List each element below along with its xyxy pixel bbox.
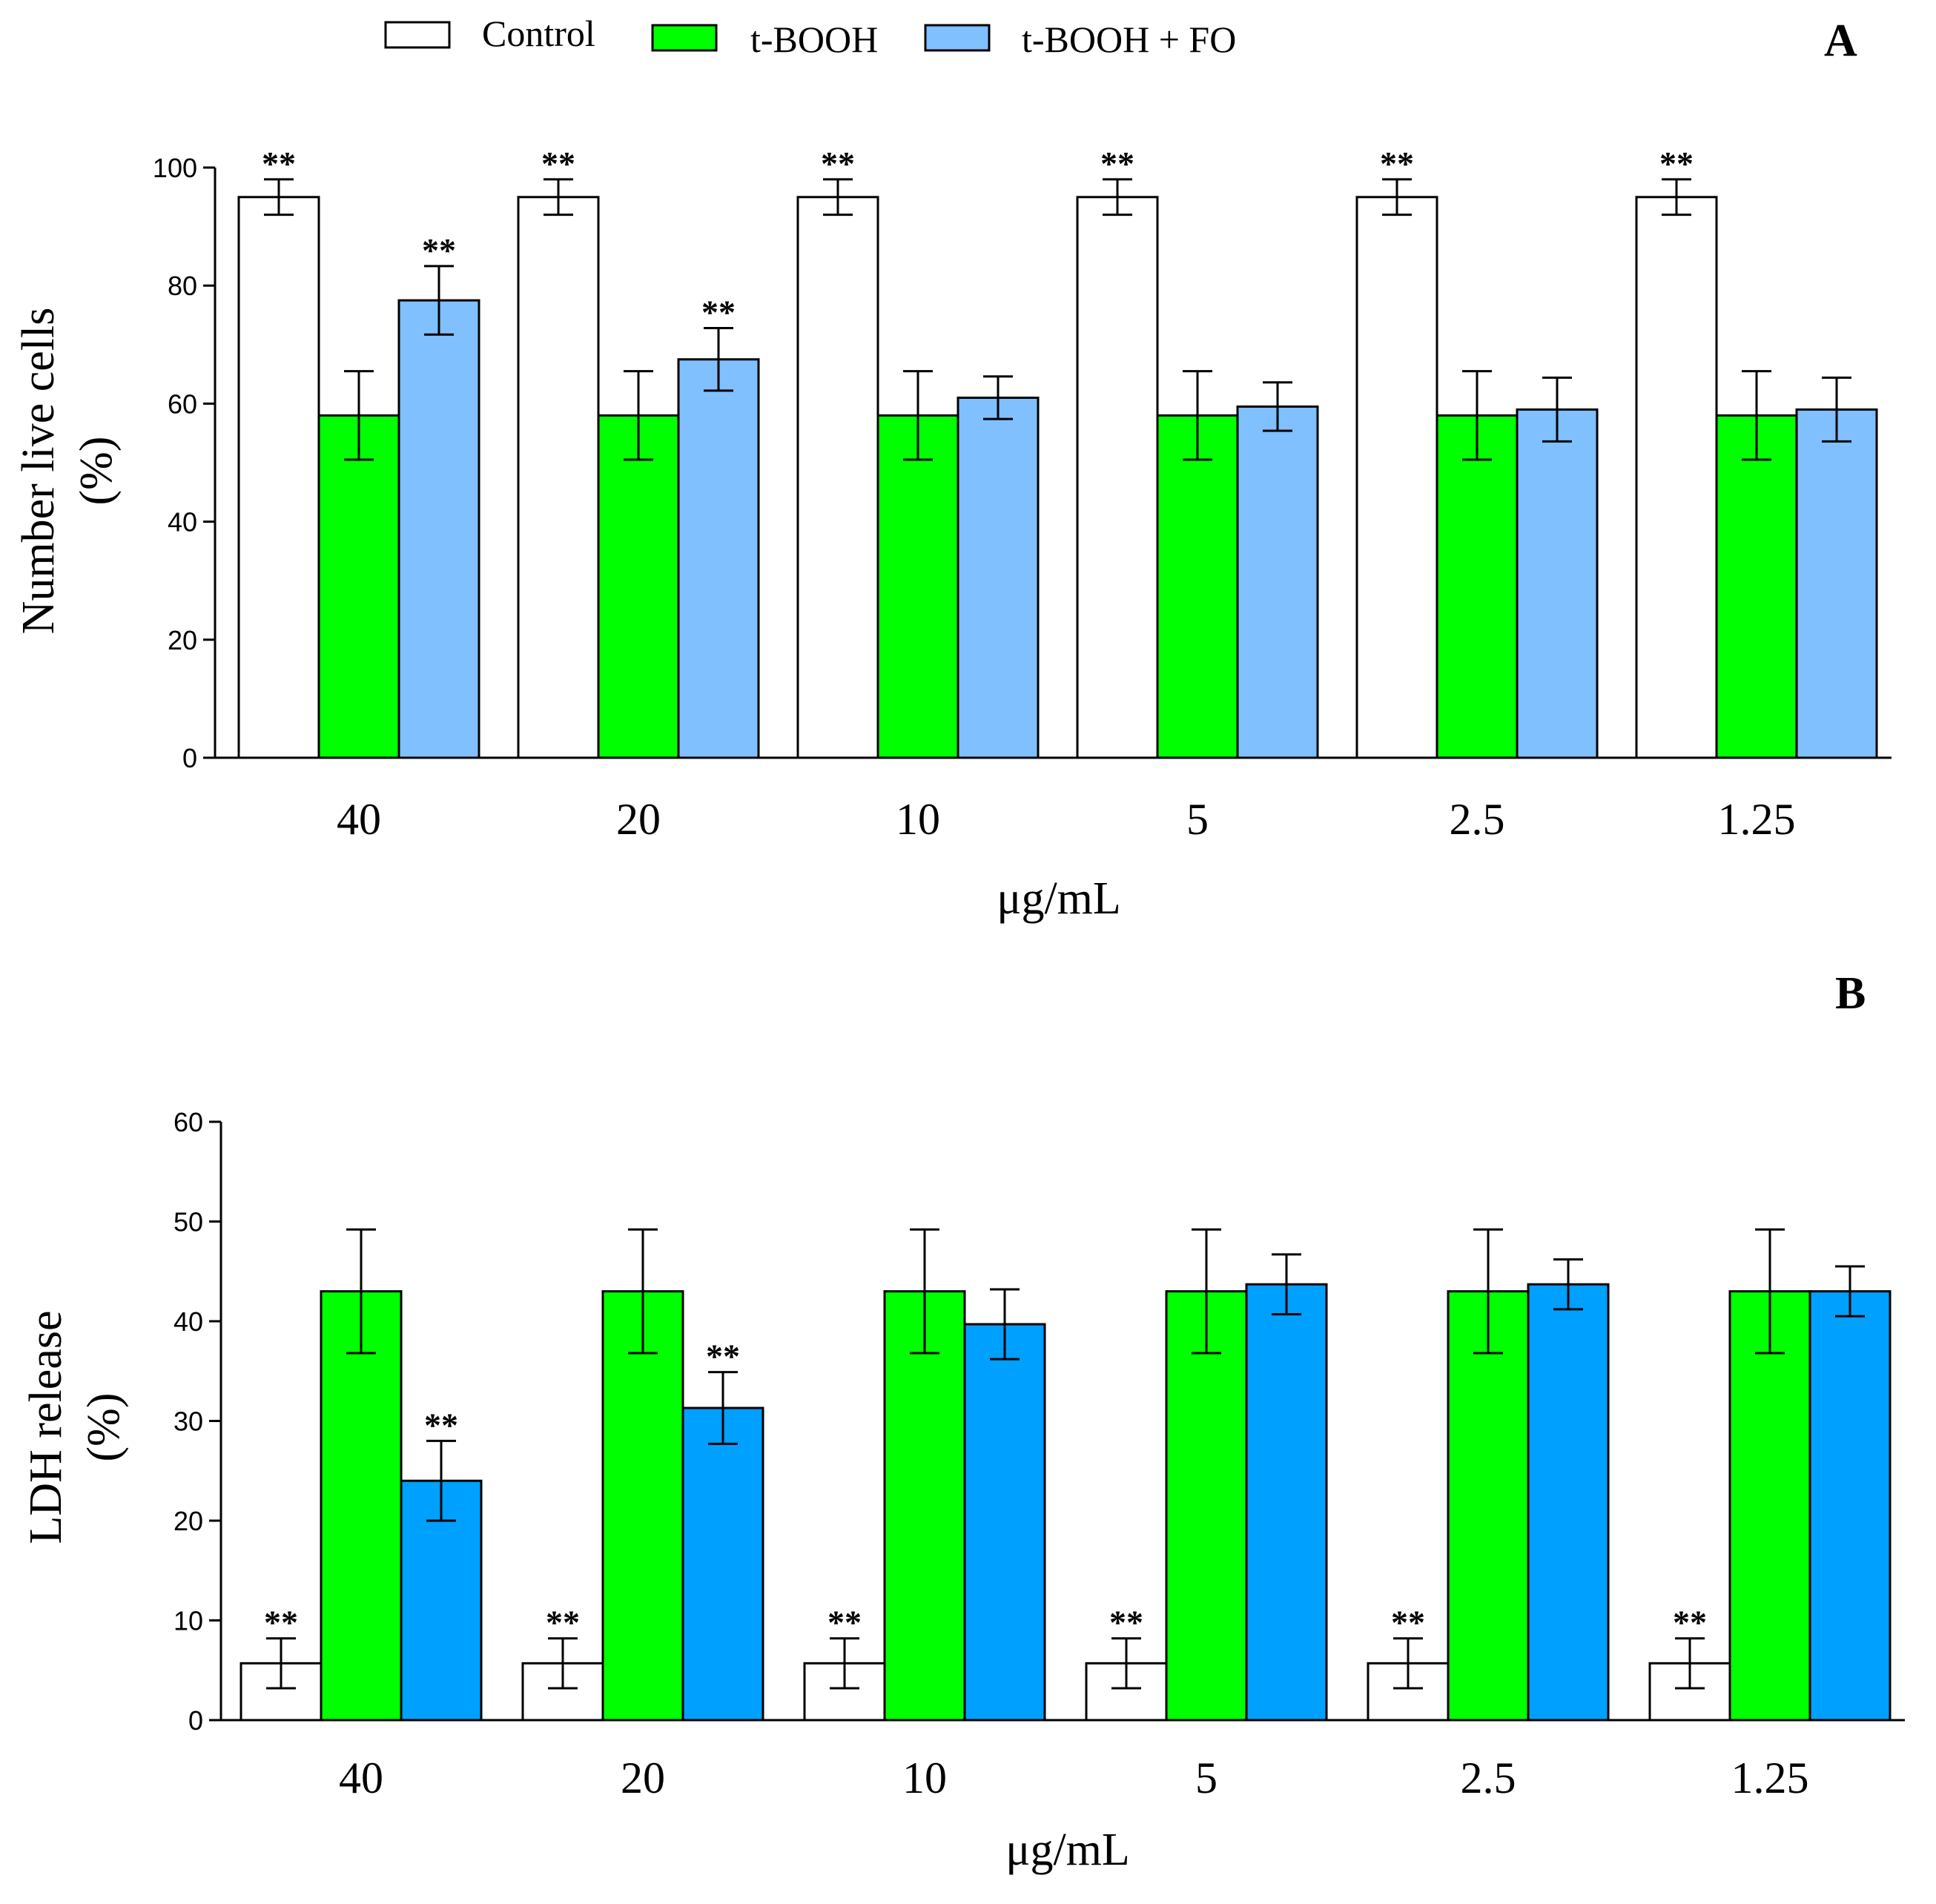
panel-b-y-axis-unit: (%) <box>79 1393 129 1462</box>
panel-b-bar <box>1165 1290 1248 1722</box>
panel-a-bar <box>517 196 600 759</box>
legend-label-control: Control <box>482 13 595 54</box>
panel-b-significance-marker: ** <box>827 1604 862 1642</box>
panel-b-y-tick-label: 50 <box>174 1207 203 1237</box>
legend-label-t-booh: t-BOOH <box>750 19 878 60</box>
panel-a-significance-marker: ** <box>422 231 456 269</box>
panel-a-y-tick-label: 20 <box>168 625 197 655</box>
legend-swatch-t-booh <box>651 24 718 52</box>
panel-a-plot: 0 20 40 60 80 100 ** ** 40 ** ** 20 ** 10 ** 5 ** 2.5 ** 1.… <box>153 145 1892 844</box>
panel-a-bar <box>876 414 959 759</box>
panel-a-x-tick-label: 10 <box>896 795 940 844</box>
panel-a-y-axis-unit: (%) <box>71 437 122 506</box>
panel-a-significance-marker: ** <box>1659 145 1694 182</box>
panel-a-significance-marker: ** <box>1380 145 1414 182</box>
panel-b-x-axis-title: μg/mL <box>1005 1825 1130 1875</box>
panel-b-significance-marker: ** <box>706 1338 740 1375</box>
panel-b-bar <box>1728 1290 1811 1722</box>
panel-b-bar <box>1808 1290 1892 1722</box>
panel-a-y-axis-title: Number live cells <box>13 308 64 635</box>
panel-b-bar <box>1447 1290 1530 1722</box>
panel-a: 0 20 40 60 80 100 ** ** 40 ** ** 20 ** 10 ** 5 ** 2.5 ** 1.… <box>13 145 1892 924</box>
panel-a-y-tick-label: 0 <box>182 743 197 773</box>
panel-b-bar <box>320 1290 403 1722</box>
panel-b-significance-marker: ** <box>1391 1604 1425 1642</box>
panel-a-y-tick-label: 40 <box>168 507 197 538</box>
panel-b-significance-marker: ** <box>546 1604 580 1642</box>
panel-b-bar <box>681 1406 764 1722</box>
panel-a-bar <box>237 196 320 759</box>
panel-a-bar <box>1715 414 1798 759</box>
panel-b-bar <box>1245 1283 1328 1722</box>
panel-b-significance-marker: ** <box>424 1406 458 1444</box>
legend-label-t-booh-fo: t-BOOH + FO <box>1022 19 1236 60</box>
panel-a-y-tick-label: 100 <box>153 153 197 183</box>
panel-b-y-tick-label: 10 <box>174 1606 203 1636</box>
panel-b-x-tick-label: 40 <box>339 1753 383 1802</box>
panel-a-bar <box>796 196 879 759</box>
legend-swatch-control <box>384 21 451 49</box>
panel-b-significance-marker: ** <box>264 1604 298 1642</box>
panel-b-x-tick-label: 2.5 <box>1461 1753 1516 1802</box>
panel-b-significance-marker: ** <box>1109 1604 1143 1642</box>
panel-b-x-tick-label: 10 <box>902 1753 947 1802</box>
panel-b-bar <box>1527 1283 1610 1722</box>
panel-b-y-tick-label: 30 <box>174 1406 203 1437</box>
panel-letter-a: A <box>1824 16 1857 66</box>
panel-a-x-tick-label: 2.5 <box>1450 795 1505 844</box>
panel-a-bar <box>1076 196 1159 759</box>
panel-b-x-tick-label: 1.25 <box>1731 1753 1809 1802</box>
panel-b-bar <box>883 1290 966 1722</box>
panel-b: 0 10 20 30 40 50 60 ** ** 40 ** ** 20 ** 10 ** 5 ** 2.5 ** 1… <box>21 1107 1905 1875</box>
panel-b-y-tick-label: 60 <box>174 1107 203 1137</box>
panel-b-y-tick-label: 0 <box>188 1705 203 1736</box>
panel-a-bar <box>1236 405 1319 759</box>
panel-b-plot: 0 10 20 30 40 50 60 ** ** 40 ** ** 20 ** 10 ** 5 ** 2.5 ** 1… <box>174 1107 1905 1802</box>
panel-a-x-tick-label: 40 <box>337 795 381 844</box>
panel-a-x-tick-label: 20 <box>616 795 661 844</box>
panel-a-y-tick-label: 60 <box>168 389 197 419</box>
legend-swatch-t-booh-fo <box>924 24 991 52</box>
panel-a-bar <box>1156 414 1239 759</box>
panel-a-significance-marker: ** <box>821 145 855 182</box>
panel-a-significance-marker: ** <box>262 145 296 182</box>
panel-a-x-axis-title: μg/mL <box>997 873 1121 924</box>
panel-a-bar <box>1355 196 1438 759</box>
panel-a-significance-marker: ** <box>541 145 575 182</box>
panel-a-bar <box>1635 196 1718 759</box>
panel-a-bar <box>1516 408 1599 759</box>
legend: Control t-BOOH t-BOOH + FO <box>384 13 1236 60</box>
panel-b-bar <box>963 1323 1046 1722</box>
panel-b-x-tick-label: 5 <box>1195 1753 1218 1802</box>
panel-a-bar <box>1795 408 1878 759</box>
panel-a-bar <box>1436 414 1519 759</box>
panel-a-x-tick-label: 1.25 <box>1718 795 1796 844</box>
panel-a-bar <box>397 299 480 759</box>
panel-b-y-tick-label: 40 <box>174 1306 203 1337</box>
panel-a-y-tick-label: 80 <box>168 271 197 301</box>
panel-b-y-tick-label: 20 <box>174 1506 203 1536</box>
panel-a-x-tick-label: 5 <box>1186 795 1209 844</box>
panel-letter-b: B <box>1835 968 1866 1019</box>
panel-b-y-axis-title: LDH release <box>21 1311 71 1544</box>
panel-b-bar <box>601 1290 684 1722</box>
panel-a-bar <box>957 396 1040 759</box>
panel-b-x-tick-label: 20 <box>621 1753 665 1802</box>
panel-a-bar <box>677 358 760 759</box>
panel-b-significance-marker: ** <box>1673 1604 1707 1642</box>
panel-a-bar <box>597 414 680 759</box>
panel-a-significance-marker: ** <box>701 294 736 331</box>
panel-a-significance-marker: ** <box>1100 145 1134 182</box>
panel-a-bar <box>317 414 400 759</box>
